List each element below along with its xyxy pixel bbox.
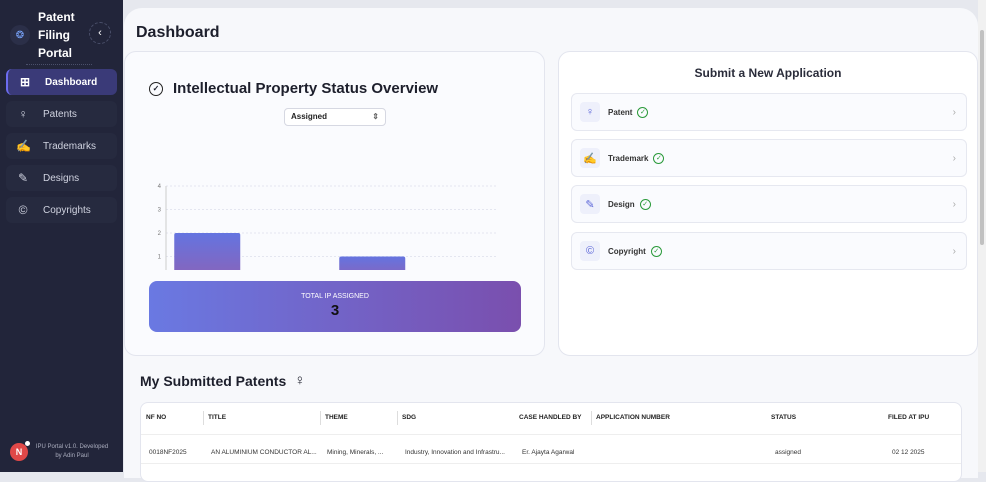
sidebar-nav: ⊞ Dashboard ♀ Patents ✍ Trademarks ✎ Designs… xyxy=(6,69,117,229)
total-ip-value: 3 xyxy=(330,302,340,319)
status-bar-chart: 01234PatentsTrademarksCopyrightsDesignsC… xyxy=(158,184,496,270)
status-filter-select[interactable]: Assigned ⇕ xyxy=(284,108,386,126)
sidebar-item-designs[interactable]: ✎ Designs xyxy=(6,165,117,191)
chevron-right-icon: › xyxy=(952,106,956,118)
sidebar-item-patents[interactable]: ♀ Patents xyxy=(6,101,117,127)
sidebar-footer: N IPU Portal v1.0. Developed by Adin Pau… xyxy=(10,441,112,461)
cell-filed-at-ipu: 02 12 2025 xyxy=(892,449,925,456)
column-header[interactable]: TITLE xyxy=(208,414,227,421)
sidebar: ❂ Patent Filing Portal ‹ ⊞ Dashboard ♀ Pat… xyxy=(0,0,123,472)
brush-icon: ✎ xyxy=(17,171,29,185)
chevron-right-icon: › xyxy=(952,245,956,257)
total-ip-label: TOTAL IP ASSIGNED xyxy=(301,293,369,300)
avatar[interactable]: N xyxy=(10,441,30,461)
sidebar-item-trademarks[interactable]: ✍ Trademarks xyxy=(6,133,117,159)
ip-status-overview-card: ✓ Intellectual Property Status Overview A… xyxy=(124,51,545,356)
logo-icon: ❂ xyxy=(10,25,30,45)
sidebar-item-label: Designs xyxy=(43,172,80,184)
app-label: Trademark xyxy=(608,153,649,163)
bar-patents xyxy=(174,233,241,270)
submit-title: Submit a New Application xyxy=(694,66,842,80)
signature-icon: ✍ xyxy=(580,148,600,168)
bar-copyrights xyxy=(339,256,406,270)
y-tick-label: 4 xyxy=(158,184,162,190)
cell-sdg: Industry, Innovation and Infrastru... xyxy=(405,449,505,456)
submit-trademark-button[interactable]: ✍ Trademark ✓ › xyxy=(571,139,967,177)
divider xyxy=(591,411,592,425)
divider xyxy=(26,64,92,65)
divider xyxy=(320,411,321,425)
brand: ❂ Patent Filing Portal xyxy=(10,8,88,62)
divider xyxy=(203,411,204,425)
column-header[interactable]: CASE HANDLED BY xyxy=(519,414,582,421)
app-label: Patent xyxy=(608,107,633,117)
footer-text: IPU Portal v1.0. Developed by Adin Paul xyxy=(35,444,109,459)
y-tick-label: 2 xyxy=(158,231,162,237)
divider xyxy=(141,463,961,464)
app-title: Patent Filing Portal xyxy=(38,10,75,60)
y-tick-label: 1 xyxy=(158,255,162,261)
sidebar-item-label: Dashboard xyxy=(45,76,98,88)
cell-case-handler: Er. Ajayta Agarwal xyxy=(522,449,575,456)
status-filter-value: Assigned xyxy=(291,112,328,121)
submitted-patents-title: My Submitted Patents ♀ xyxy=(140,372,306,389)
cell-title[interactable]: AN ALUMINIUM CONDUCTOR AL... xyxy=(211,449,317,456)
page-title: Dashboard xyxy=(136,24,220,41)
cell-nf-no: 0018NF2025 xyxy=(149,449,187,456)
divider xyxy=(141,434,961,435)
brush-icon: ✎ xyxy=(580,194,600,214)
main-content: Dashboard ✓ Intellectual Property Status … xyxy=(124,8,978,482)
check-circle-icon: ✓ xyxy=(650,245,662,257)
check-circle-icon: ✓ xyxy=(653,152,665,164)
column-header[interactable]: APPLICATION NUMBER xyxy=(596,414,670,421)
scrollbar[interactable] xyxy=(978,0,986,472)
signature-icon: ✍ xyxy=(16,139,31,153)
chevron-right-icon: › xyxy=(952,198,956,210)
submit-patent-button[interactable]: ♀ Patent ✓ › xyxy=(571,93,967,131)
cell-status: assigned xyxy=(775,449,802,456)
column-header[interactable]: STATUS xyxy=(771,414,797,421)
lightbulb-icon: ♀ xyxy=(580,102,600,122)
lightbulb-icon: ♀ xyxy=(18,107,28,121)
copyright-icon: © xyxy=(580,241,600,261)
check-circle-icon: ✓ xyxy=(639,198,651,210)
overview-title: ✓ Intellectual Property Status Overview xyxy=(149,80,438,97)
scrollbar-thumb[interactable] xyxy=(980,30,984,245)
check-circle-icon: ✓ xyxy=(149,81,163,96)
submit-application-card: Submit a New Application ♀ Patent ✓ › ✍ Trad… xyxy=(558,51,978,356)
sidebar-item-label: Trademarks xyxy=(43,140,96,152)
grid-icon: ⊞ xyxy=(19,75,31,89)
overview-title-text: Intellectual Property Status Overview xyxy=(173,80,439,97)
check-circle-icon: ✓ xyxy=(637,106,649,118)
column-header[interactable]: SDG xyxy=(402,414,417,421)
cell-theme: Mining, Minerals, ... xyxy=(327,449,384,456)
chevron-right-icon: › xyxy=(952,152,956,164)
divider xyxy=(397,411,398,425)
submit-design-button[interactable]: ✎ Design ✓ › xyxy=(571,185,967,223)
total-ip-card: TOTAL IP ASSIGNED 3 xyxy=(149,281,521,332)
sidebar-item-label: Copyrights xyxy=(43,204,91,216)
column-header[interactable]: NF NO xyxy=(146,414,167,421)
sidebar-item-label: Patents xyxy=(43,108,77,120)
collapse-sidebar-button[interactable]: ‹ xyxy=(89,22,111,44)
patents-table: NF NO TITLE THEME SDG CASE HANDLED BY AP… xyxy=(140,402,962,482)
column-header[interactable]: THEME xyxy=(325,414,348,421)
submit-copyright-button[interactable]: © Copyright ✓ › xyxy=(571,232,967,270)
lightbulb-icon: ♀ xyxy=(294,372,306,389)
app-label: Copyright xyxy=(608,246,646,256)
y-tick-label: 3 xyxy=(158,208,162,214)
column-header[interactable]: FILED AT IPU xyxy=(888,414,930,421)
app-label: Design xyxy=(608,199,635,209)
submitted-patents-title-text: My Submitted Patents xyxy=(140,372,287,389)
copyright-icon: © xyxy=(18,203,28,217)
sidebar-item-copyrights[interactable]: © Copyrights xyxy=(6,197,117,223)
sidebar-item-dashboard[interactable]: ⊞ Dashboard xyxy=(6,69,117,95)
chevron-updown-icon: ⇕ xyxy=(372,112,379,121)
